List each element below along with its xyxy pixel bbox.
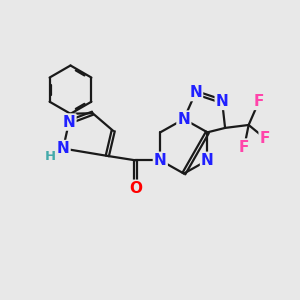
- Text: N: N: [189, 85, 202, 100]
- Text: N: N: [201, 153, 214, 168]
- Text: N: N: [63, 115, 75, 130]
- Text: F: F: [239, 140, 249, 154]
- Text: H: H: [45, 150, 56, 163]
- Text: N: N: [178, 112, 190, 127]
- Text: F: F: [254, 94, 264, 109]
- Text: N: N: [57, 141, 70, 156]
- Text: N: N: [216, 94, 229, 109]
- Text: F: F: [260, 131, 270, 146]
- Text: N: N: [154, 153, 167, 168]
- Text: O: O: [129, 181, 142, 196]
